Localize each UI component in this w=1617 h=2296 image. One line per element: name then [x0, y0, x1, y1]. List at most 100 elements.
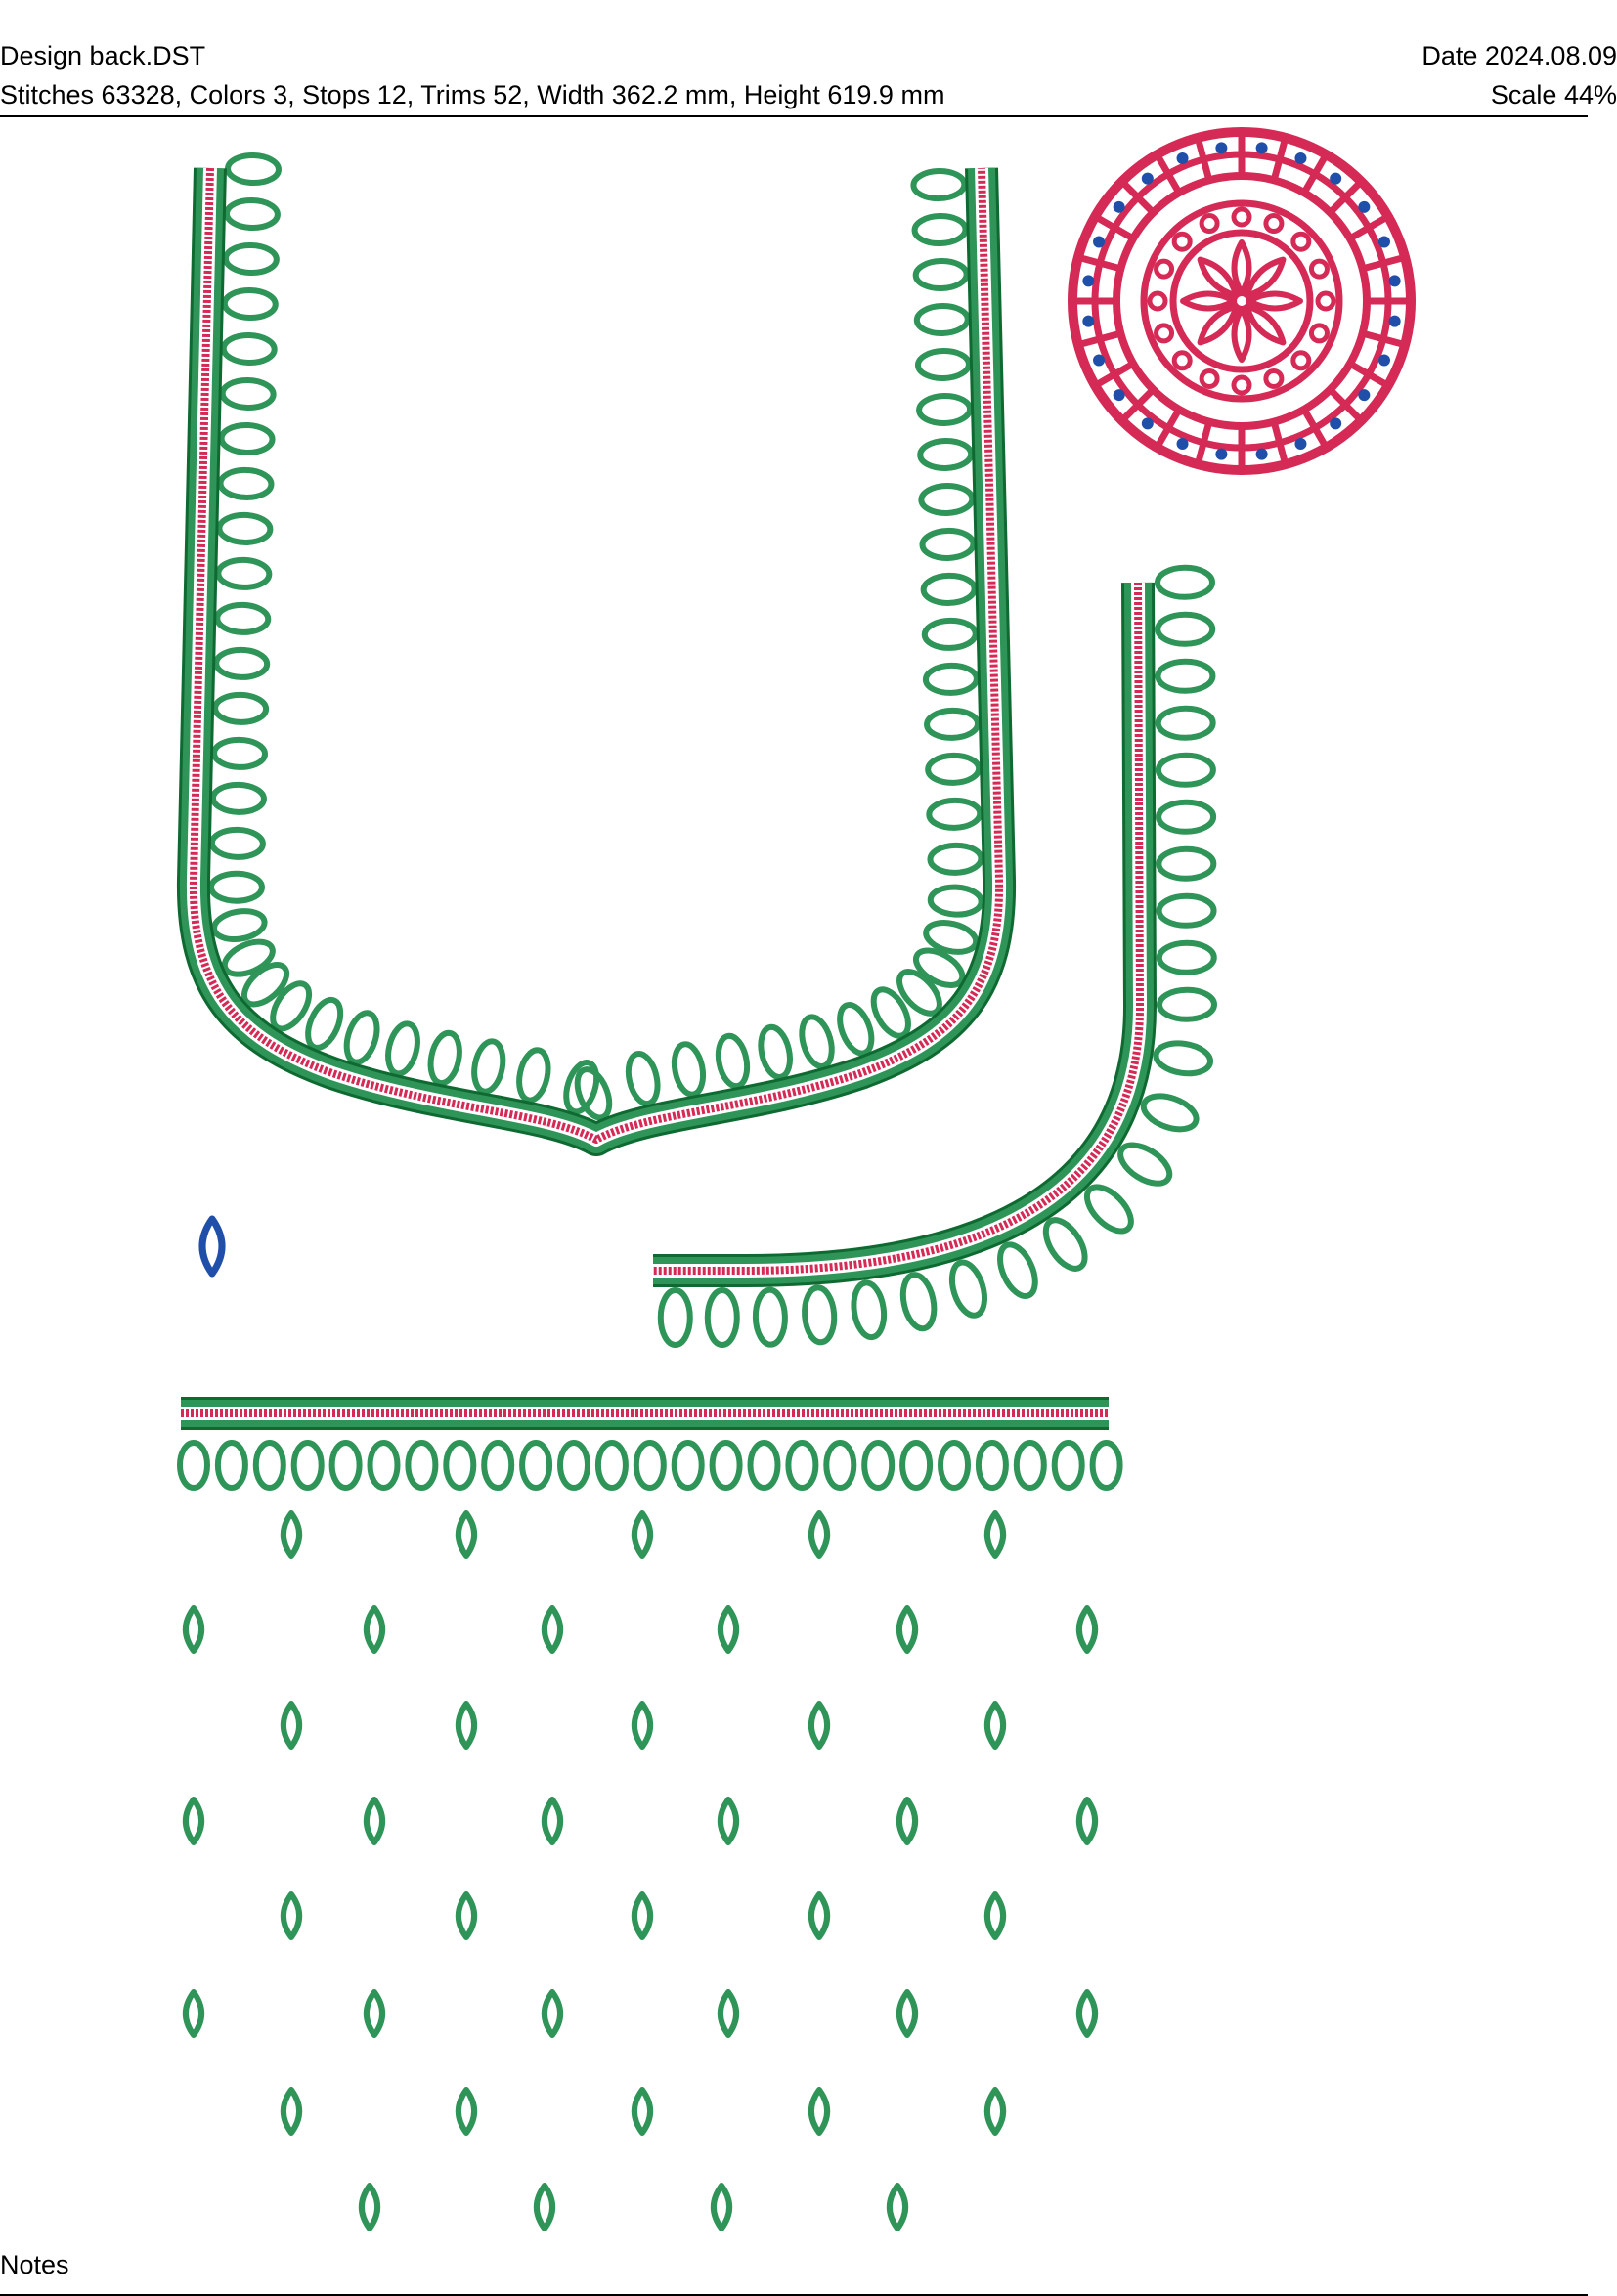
neckline-loop — [211, 736, 269, 770]
green-buti — [541, 1989, 564, 2038]
green-buti — [631, 1510, 654, 1559]
border-loop — [899, 1440, 934, 1491]
corner-loop — [1156, 845, 1217, 882]
medallion-bead — [1358, 389, 1371, 402]
medallion-ring-dot — [1147, 290, 1168, 312]
green-buti — [983, 2087, 1007, 2136]
scattered-buti-motifs — [182, 1510, 1099, 2231]
medallion-bead — [1388, 315, 1401, 327]
neckline-loop — [920, 572, 978, 606]
neckline-loop — [213, 646, 271, 680]
medallion-bead — [1215, 448, 1228, 460]
border-loop — [671, 1440, 705, 1491]
neckline-loop — [219, 376, 277, 411]
green-buti — [541, 1605, 564, 1654]
neckline-loop — [918, 482, 976, 516]
green-buti — [717, 1605, 740, 1654]
neckline-loop — [922, 662, 980, 696]
border-loop — [823, 1440, 857, 1491]
medallion-ring-dot — [1290, 231, 1312, 252]
green-buti — [541, 1797, 564, 1845]
neckline-loop — [220, 331, 278, 366]
green-buti — [983, 1891, 1007, 1940]
neckline-loop — [471, 1038, 506, 1095]
corner-loop — [1154, 564, 1215, 600]
corner-loop — [1155, 752, 1216, 788]
neckline-loop — [911, 213, 969, 247]
green-buti — [717, 1989, 740, 2038]
neckline-loop — [870, 986, 911, 1039]
corner-loop — [997, 1241, 1038, 1299]
neckline-loop — [923, 920, 980, 955]
corner-loop — [1083, 1184, 1134, 1235]
neckline-loop — [218, 421, 276, 455]
medallion-ring-dot — [1263, 213, 1285, 235]
border-loop — [519, 1440, 553, 1491]
neckline-loop — [427, 1029, 462, 1087]
medallion-bead — [1141, 417, 1154, 430]
corner-loop — [851, 1279, 888, 1341]
medallion-spoke — [1195, 420, 1213, 465]
green-buti — [358, 2183, 381, 2231]
medallion-ring-dot — [1263, 368, 1285, 389]
green-buti — [455, 2087, 478, 2136]
medallion-bead — [1082, 275, 1095, 287]
notes-label: Notes — [0, 2250, 69, 2279]
border-loop — [214, 1440, 248, 1491]
medallion-spoke — [1094, 360, 1135, 389]
corner-loop — [948, 1259, 988, 1319]
green-buti — [886, 2183, 909, 2231]
green-buti — [182, 1797, 205, 1845]
medallion-ring-dot — [1231, 206, 1252, 228]
neckline-loop — [924, 707, 982, 741]
corner-loop — [1155, 658, 1216, 694]
border-loop — [367, 1440, 401, 1491]
neckline-loop — [224, 152, 282, 187]
medallion-spoke — [1328, 387, 1364, 423]
neckline-loop — [837, 1002, 875, 1057]
medallion-ring-dot — [1171, 231, 1193, 252]
neckline-loop — [211, 908, 268, 942]
neckline-loop — [208, 826, 266, 860]
neckline-loop — [516, 1047, 551, 1104]
medallion-petal — [1231, 306, 1252, 363]
medallion-bead — [1176, 437, 1189, 450]
medallion-bead — [1330, 417, 1342, 430]
medallion-spoke — [1077, 329, 1122, 348]
medallion-ring-3 — [1113, 172, 1371, 430]
neckline-loop — [223, 197, 281, 232]
medallion-spoke — [1119, 179, 1156, 215]
corner-loop — [1155, 705, 1216, 741]
medallion-spoke — [1348, 360, 1389, 389]
border-loop — [557, 1440, 590, 1491]
green-buti — [808, 1701, 831, 1750]
neckline-loop — [910, 168, 968, 202]
medallion-ring-dot — [1171, 350, 1193, 371]
medallion-ring-dot — [1308, 323, 1330, 344]
design-filename: Design back.DST — [0, 41, 206, 70]
neckline-loop — [926, 797, 983, 831]
corner-loop — [1042, 1217, 1088, 1272]
medallion-ring-dot — [1290, 350, 1312, 371]
medallion-outer-ring — [1068, 127, 1416, 475]
single-blue-buti — [198, 1215, 226, 1278]
border-loop — [785, 1440, 819, 1491]
corner-loop — [752, 1286, 788, 1348]
medallion-inner-ring — [1169, 229, 1314, 373]
medallion-spoke — [1348, 213, 1389, 242]
neckline-loop — [896, 969, 942, 1017]
neckline-loop — [215, 556, 273, 590]
green-buti — [363, 1605, 386, 1654]
corner-loop — [1156, 799, 1217, 835]
medallion-bead — [1377, 354, 1390, 367]
medallion-bead — [1330, 172, 1342, 185]
border-loop — [290, 1440, 325, 1491]
corner-loop — [899, 1272, 938, 1332]
corner-loop — [1156, 939, 1217, 975]
medallion-spoke — [1094, 213, 1135, 242]
corner-loop — [1153, 1040, 1214, 1077]
corner-loop — [1117, 1142, 1173, 1187]
neckline-loop — [912, 258, 970, 292]
medallion-spoke — [1077, 254, 1122, 273]
